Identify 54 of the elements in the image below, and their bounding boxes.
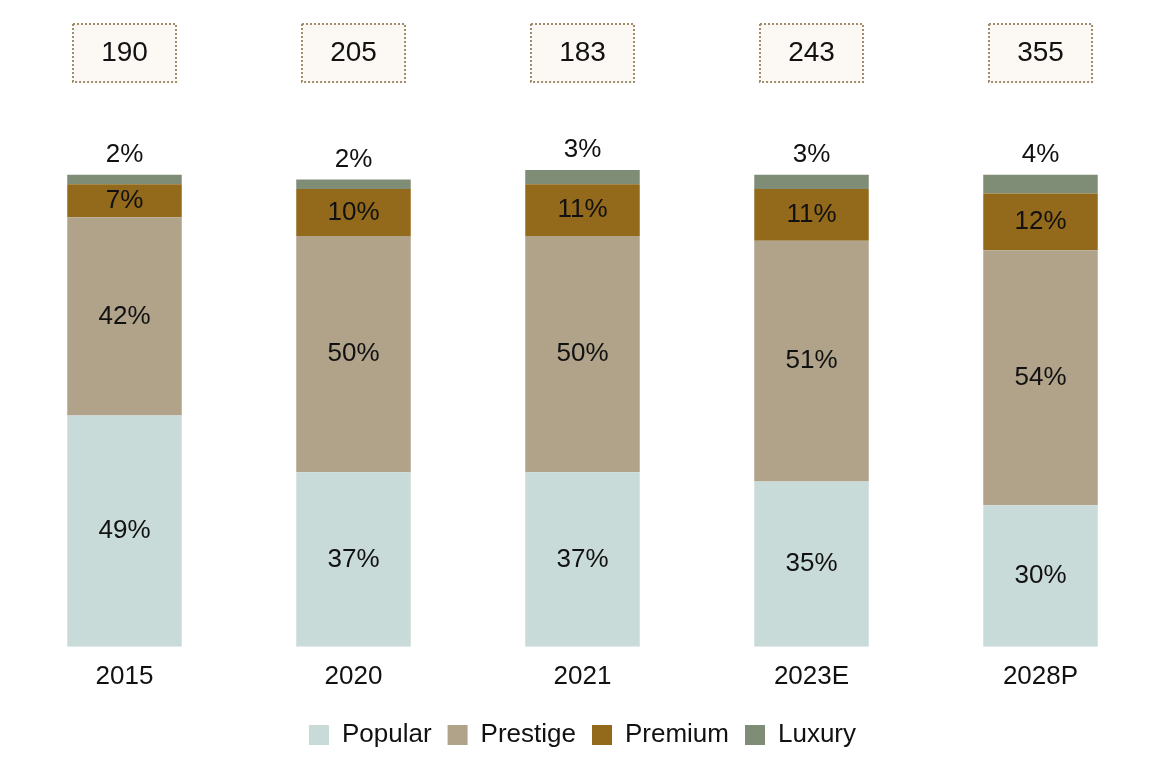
data-label: 37%: [327, 542, 380, 573]
data-label: 2%: [105, 137, 144, 168]
bar: [754, 188, 869, 241]
x-tick-label: 2020: [324, 659, 383, 690]
data-label: 10%: [327, 195, 380, 226]
x-tick-label: 2028P: [1002, 659, 1079, 690]
data-label: 3%: [563, 133, 602, 164]
bar: [296, 188, 411, 237]
bar: [983, 505, 1098, 647]
data-label: 51%: [785, 344, 838, 375]
bar: [525, 170, 640, 185]
bar: [754, 240, 869, 482]
bar: [983, 174, 1098, 194]
text: 190: [101, 35, 148, 67]
data-label: 50%: [556, 337, 609, 368]
data-label: 12%: [1014, 205, 1067, 236]
data-label: 54%: [1014, 360, 1067, 391]
data-label: 11%: [786, 198, 837, 229]
data-label: 11%: [557, 193, 608, 224]
bar: [296, 472, 411, 647]
data-label: 35%: [785, 547, 838, 578]
bar: [525, 236, 640, 473]
data-label: 42%: [98, 299, 151, 330]
data-label: 4%: [1021, 137, 1060, 168]
bar: [525, 184, 640, 237]
bar: [67, 217, 182, 416]
x-tick-label: 2015: [95, 659, 154, 690]
data-label: 49%: [98, 514, 151, 545]
data-label: 7%: [105, 183, 144, 214]
bar: [67, 174, 182, 185]
bar: [754, 481, 869, 647]
legend-label: Popular: [341, 718, 432, 749]
text: 243: [788, 35, 835, 67]
bar: [754, 174, 869, 189]
x-tick-label: 2023E: [773, 659, 850, 690]
data-label: 50%: [327, 337, 380, 368]
data-label: 30%: [1014, 559, 1067, 590]
bar: [296, 179, 411, 189]
data-label: 37%: [556, 542, 609, 573]
data-label: 3%: [792, 137, 831, 168]
legend-label: Prestige: [480, 718, 576, 749]
legend-label: Luxury: [777, 718, 857, 749]
bar: [296, 236, 411, 473]
text: 183: [559, 35, 606, 67]
text: 355: [1017, 35, 1064, 67]
x-tick-label: 2021: [553, 659, 612, 690]
bar: [67, 184, 182, 218]
bar: [67, 415, 182, 647]
text: 205: [330, 35, 377, 67]
data-label: 2%: [334, 142, 373, 173]
bar: [983, 250, 1098, 506]
bar: [525, 472, 640, 647]
legend-label: Premium: [624, 718, 729, 749]
bar: [983, 193, 1098, 251]
